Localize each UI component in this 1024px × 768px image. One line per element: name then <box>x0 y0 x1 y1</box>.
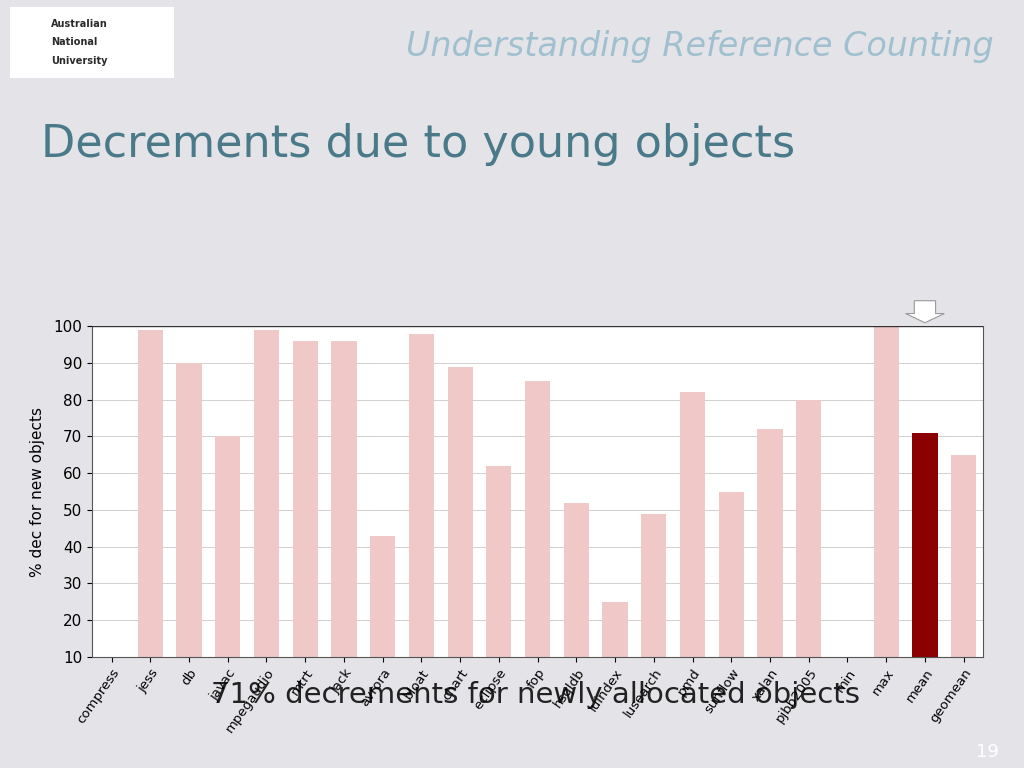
Bar <box>370 535 395 657</box>
Bar <box>137 330 163 657</box>
Bar <box>254 330 280 657</box>
Bar <box>215 436 241 657</box>
Bar <box>525 382 550 657</box>
Bar <box>719 492 743 657</box>
Bar <box>796 400 821 657</box>
Bar <box>409 334 434 657</box>
Text: University: University <box>51 56 108 66</box>
Bar <box>564 502 589 657</box>
Text: National: National <box>51 37 97 48</box>
Text: 19: 19 <box>976 743 998 761</box>
Bar <box>99 657 124 686</box>
Bar <box>293 341 317 657</box>
Bar <box>10 7 174 78</box>
Bar <box>912 433 938 657</box>
Y-axis label: % dec for new objects: % dec for new objects <box>31 406 45 577</box>
Bar <box>176 363 202 657</box>
Text: Australian: Australian <box>51 18 108 28</box>
FancyArrow shape <box>905 301 944 323</box>
Text: Understanding Reference Counting: Understanding Reference Counting <box>406 30 993 63</box>
Bar <box>951 455 976 657</box>
Bar <box>873 326 899 657</box>
Bar <box>332 341 356 657</box>
Bar <box>680 392 706 657</box>
Text: Decrements due to young objects: Decrements due to young objects <box>41 123 795 165</box>
Bar <box>602 601 628 657</box>
Bar <box>447 367 473 657</box>
Bar <box>486 466 511 657</box>
Bar <box>835 657 860 686</box>
Text: 71% decrements for newly allocated objects: 71% decrements for newly allocated objec… <box>211 681 859 709</box>
Bar <box>758 429 782 657</box>
Bar <box>641 514 667 657</box>
